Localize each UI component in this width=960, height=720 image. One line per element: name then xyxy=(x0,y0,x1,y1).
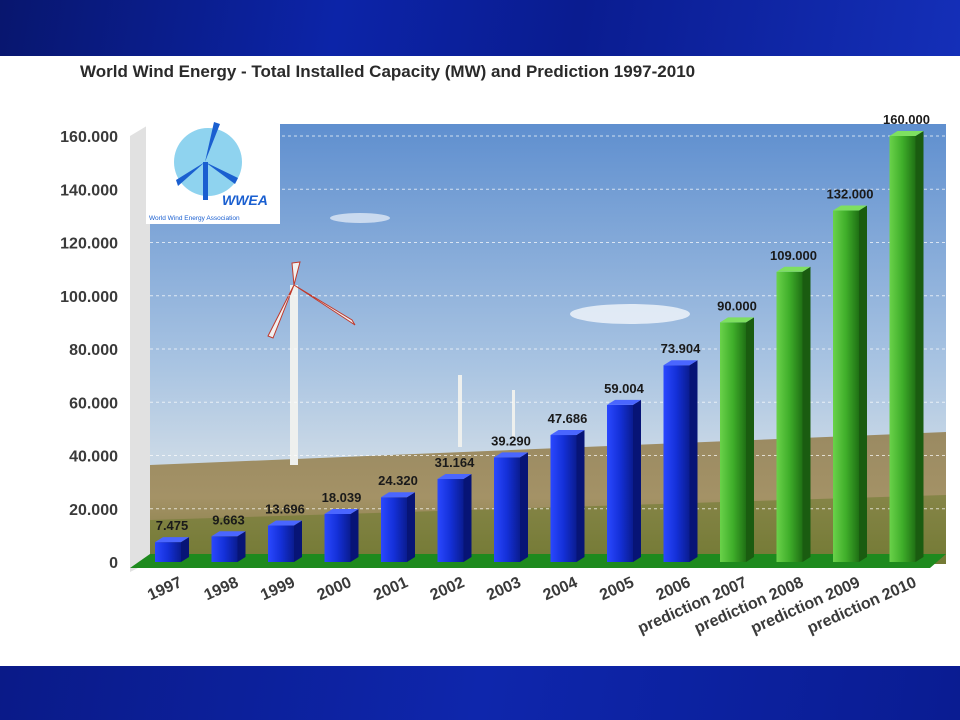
y-axis-ticks: 0 20.000 40.000 60.000 80.000 100.000 120.000 1… xyxy=(60,129,118,572)
bar xyxy=(268,520,302,562)
data-label: 47.686 xyxy=(548,411,588,426)
y-tick-label: 80.000 xyxy=(69,342,118,359)
data-label: 73.904 xyxy=(661,341,702,356)
top-blue-band xyxy=(0,0,960,56)
data-label: 9.663 xyxy=(212,512,245,527)
data-label: 7.475 xyxy=(156,518,189,533)
y-tick-label: 40.000 xyxy=(69,449,118,466)
data-label: 13.696 xyxy=(265,502,305,517)
chart-title: World Wind Energy - Total Installed Capa… xyxy=(80,62,696,81)
bar xyxy=(324,508,359,562)
data-label: 132.000 xyxy=(827,187,874,202)
data-label: 59.004 xyxy=(604,381,645,396)
wind-turbine-icon xyxy=(290,285,298,465)
bar xyxy=(211,531,246,562)
y-tick-label: 140.000 xyxy=(60,182,118,199)
x-tick-label: 2002 xyxy=(428,574,468,604)
data-label: 109.000 xyxy=(770,248,817,263)
axis-wall xyxy=(130,124,150,572)
y-tick-label: 0 xyxy=(109,555,118,572)
bar xyxy=(889,131,924,562)
bottom-blue-band xyxy=(0,666,960,720)
data-label: 160.000 xyxy=(883,112,930,127)
x-tick-label: 1999 xyxy=(258,574,298,604)
data-label: 18.039 xyxy=(322,490,362,505)
x-axis-ticks: 1997 1998 1999 2000 2001 2002 2003 2004 2005 2006… xyxy=(145,574,919,637)
data-label: 90.000 xyxy=(717,298,757,313)
bar xyxy=(381,492,415,562)
data-label: 31.164 xyxy=(435,455,476,470)
bar xyxy=(607,399,641,562)
chart-floor xyxy=(130,554,946,568)
x-tick-label: 2000 xyxy=(315,574,355,604)
data-labels: 7.475 9.663 13.696 18.039 24.320 31.164 39.290… xyxy=(156,112,930,533)
y-tick-label: 20.000 xyxy=(69,502,118,519)
bar xyxy=(776,266,811,562)
bar xyxy=(663,360,698,562)
gridlines xyxy=(150,135,946,510)
y-tick-label: 100.000 xyxy=(60,289,118,306)
bar xyxy=(155,537,189,562)
x-tick-label: 1997 xyxy=(145,574,185,604)
bars xyxy=(155,131,924,563)
wwea-logo: WWEA World Wind Energy Association xyxy=(146,122,280,224)
logo-subtext: World Wind Energy Association xyxy=(149,215,240,222)
x-tick-label: 1998 xyxy=(202,574,242,604)
bar xyxy=(494,452,528,562)
bar xyxy=(720,317,754,562)
data-label: 39.290 xyxy=(491,433,531,448)
y-tick-label: 160.000 xyxy=(60,129,118,146)
bar xyxy=(833,205,867,563)
x-tick-label: 2005 xyxy=(597,574,637,604)
x-tick-label: 2001 xyxy=(371,574,411,604)
data-label: 24.320 xyxy=(378,473,418,488)
bar xyxy=(437,474,472,562)
logo-text: WWEA xyxy=(222,192,268,208)
y-tick-label: 120.000 xyxy=(60,236,118,253)
bar xyxy=(550,430,585,562)
y-tick-label: 60.000 xyxy=(69,395,118,412)
x-tick-label: 2004 xyxy=(541,574,581,604)
x-tick-label: 2003 xyxy=(484,574,524,604)
